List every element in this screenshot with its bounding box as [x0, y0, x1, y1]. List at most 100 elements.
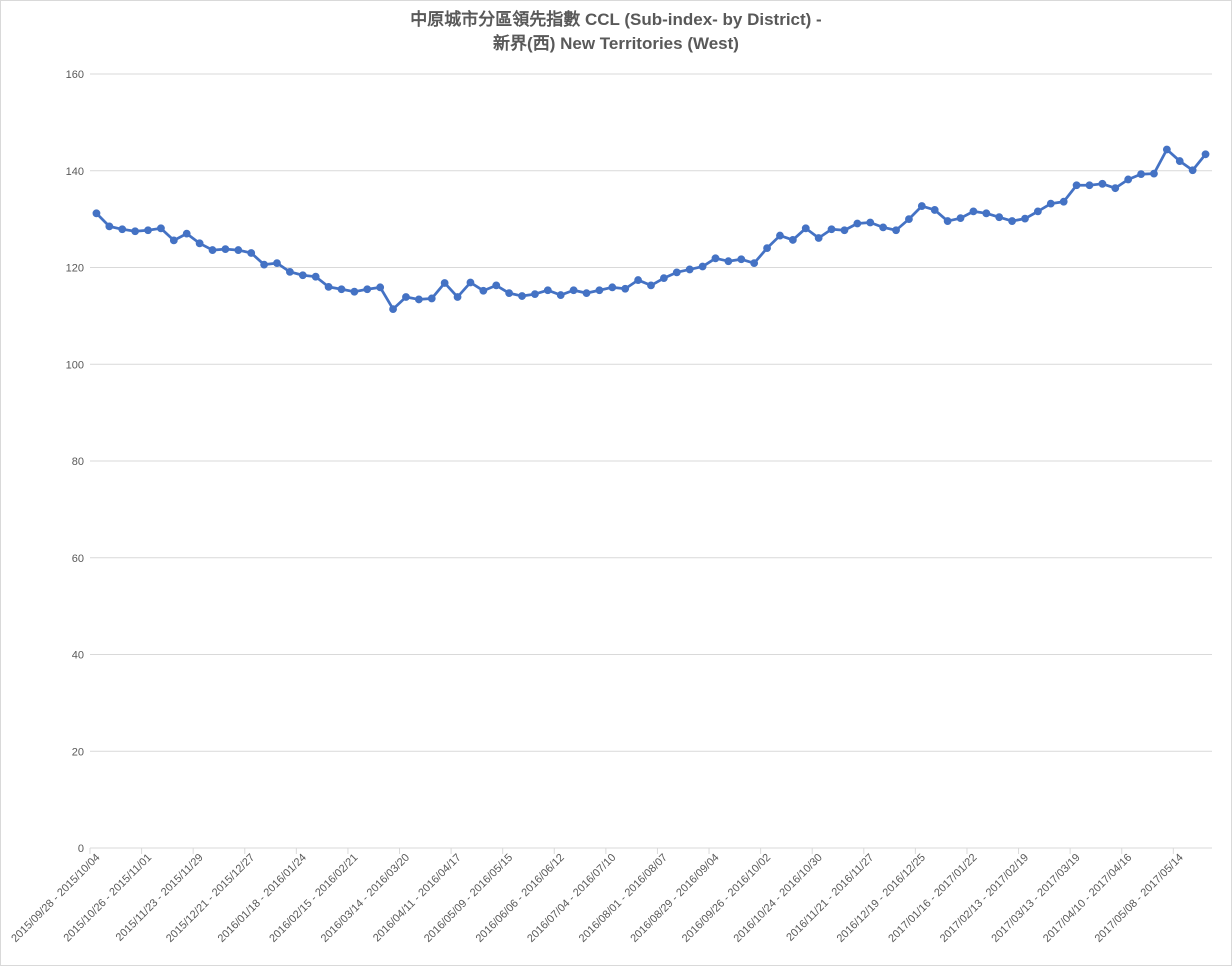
data-point	[1201, 150, 1210, 159]
y-tick-label: 140	[66, 166, 84, 178]
data-point	[311, 272, 320, 281]
x-tick-label: 2017/02/13 - 2017/02/19	[938, 852, 1031, 945]
x-tick-label: 2016/06/06 - 2016/06/12	[474, 852, 567, 945]
data-point	[737, 255, 746, 264]
data-point	[118, 225, 127, 234]
y-tick-label: 0	[78, 843, 84, 855]
x-tick-label: 2015/12/21 - 2015/12/27	[164, 852, 257, 945]
x-tick-label: 2016/02/15 - 2016/02/21	[267, 852, 360, 945]
data-point	[337, 285, 346, 294]
data-point	[273, 259, 281, 268]
series-ccl-ntw	[92, 145, 1210, 314]
data-point	[892, 226, 900, 235]
data-point	[569, 286, 578, 295]
data-point	[634, 276, 643, 284]
data-point	[221, 245, 230, 254]
data-point	[1046, 199, 1055, 208]
data-point	[376, 283, 385, 292]
data-point	[647, 281, 655, 290]
data-point	[595, 286, 604, 295]
x-tick-label: 2016/11/21 - 2016/11/27	[784, 852, 876, 944]
data-point	[324, 282, 333, 291]
data-point	[285, 267, 294, 276]
data-point	[260, 260, 269, 269]
data-point	[879, 223, 888, 232]
x-tick-label: 2016/07/04 - 2016/07/10	[525, 852, 618, 945]
data-point	[402, 293, 410, 301]
y-tick-label: 20	[72, 746, 84, 758]
data-point	[724, 257, 733, 266]
data-point	[195, 239, 204, 248]
data-point	[1033, 207, 1042, 216]
data-point	[247, 249, 256, 257]
chart-title-line-2: 新界(西) New Territories (West)	[493, 34, 739, 53]
y-tick-label: 40	[72, 650, 84, 662]
data-point	[930, 206, 939, 214]
data-point	[389, 305, 397, 314]
data-point	[1072, 181, 1081, 190]
y-tick-label: 100	[66, 359, 84, 371]
x-tick-label: 2016/01/18 - 2016/01/24	[216, 852, 309, 945]
data-point	[298, 271, 307, 280]
data-point	[182, 229, 191, 238]
x-tick-label: 2017/01/16 - 2017/01/22	[886, 852, 979, 945]
data-point	[840, 226, 849, 235]
data-point	[466, 278, 475, 287]
data-point	[453, 293, 462, 301]
data-point	[788, 236, 797, 244]
data-point	[1188, 166, 1197, 175]
data-point	[1175, 157, 1184, 165]
data-point	[1162, 145, 1171, 154]
x-tick-label: 2016/04/11 - 2016/04/17	[371, 852, 464, 945]
data-point	[672, 268, 681, 277]
data-point	[427, 294, 436, 303]
x-axis	[89, 847, 1212, 854]
data-point	[531, 290, 539, 299]
x-tick-label: 2016/05/09 - 2016/05/15	[422, 852, 515, 945]
x-tick-label: 2015/10/26 - 2015/11/01	[61, 852, 154, 945]
data-point	[208, 246, 217, 254]
data-point	[1021, 214, 1029, 223]
x-tick-label: 2016/08/29 - 2016/09/04	[628, 852, 721, 945]
data-point	[1085, 181, 1094, 190]
data-point	[234, 246, 243, 254]
x-tick-label: 2016/09/26 - 2016/10/02	[680, 852, 773, 945]
x-tick-label: 2016/12/19 - 2016/12/25	[835, 852, 928, 945]
data-point	[543, 286, 552, 295]
data-point	[1124, 175, 1133, 184]
data-point	[1111, 184, 1120, 193]
x-tick-label: 2016/08/01 - 2016/08/07	[577, 852, 670, 945]
y-axis-tick-labels: 0 20 40 60 80 100 120 140 160	[66, 69, 84, 855]
data-point	[582, 289, 591, 298]
data-point	[776, 231, 784, 240]
data-point	[608, 283, 617, 292]
data-point	[556, 291, 565, 299]
data-point	[711, 254, 720, 263]
data-point	[685, 265, 694, 274]
data-point	[131, 227, 140, 236]
x-tick-label: 2017/04/10 - 2017/04/16	[1041, 852, 1134, 945]
data-point	[866, 218, 875, 227]
data-point	[982, 209, 991, 218]
x-tick-label: 2017/03/13 - 2017/03/19	[989, 852, 1082, 945]
data-point	[969, 207, 978, 216]
data-point	[92, 209, 101, 218]
data-point	[943, 217, 952, 225]
data-point	[905, 215, 913, 224]
data-point	[750, 259, 759, 268]
data-point	[414, 295, 423, 304]
data-point	[169, 236, 178, 245]
data-point	[853, 219, 862, 228]
data-point	[956, 214, 965, 223]
data-point	[814, 234, 823, 242]
data-point	[1059, 197, 1068, 206]
y-tick-label: 60	[72, 553, 84, 565]
data-point	[995, 213, 1004, 222]
data-point	[350, 287, 359, 296]
data-point	[105, 222, 114, 231]
data-point	[157, 224, 165, 233]
data-point	[144, 226, 152, 235]
